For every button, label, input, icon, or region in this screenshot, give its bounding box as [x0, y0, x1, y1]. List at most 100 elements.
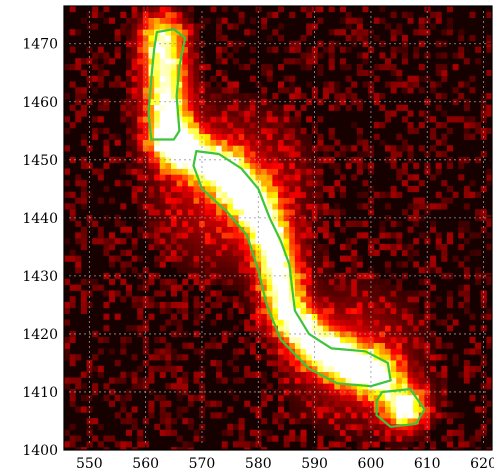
heatmap-cell	[176, 52, 183, 59]
heatmap-cell	[142, 360, 149, 367]
heatmap-cell	[278, 122, 285, 129]
x-tick-label: 620	[470, 456, 494, 472]
heatmap-cell	[278, 203, 285, 210]
heatmap-cell	[452, 255, 459, 262]
heatmap-cell	[142, 127, 149, 135]
heatmap-cell	[64, 180, 71, 187]
heatmap-cell	[187, 203, 194, 210]
heatmap-cell	[227, 209, 234, 216]
heatmap-cell	[334, 331, 341, 338]
heatmap-cell	[249, 307, 256, 314]
heatmap-cell	[356, 162, 363, 169]
heatmap-cell	[283, 389, 290, 396]
heatmap-cell	[401, 423, 408, 431]
heatmap-cell	[204, 267, 211, 274]
heatmap-cell	[339, 342, 346, 349]
heatmap-cell	[159, 238, 166, 245]
heatmap-cell	[238, 238, 245, 245]
heatmap-cell	[351, 284, 358, 291]
heatmap-cell	[289, 214, 296, 222]
heatmap-cell	[289, 383, 296, 390]
heatmap-cell	[165, 383, 172, 390]
heatmap-cell	[154, 243, 161, 251]
heatmap-cell	[323, 319, 330, 326]
heatmap-cell	[317, 307, 324, 314]
heatmap-cell	[154, 365, 161, 373]
heatmap-cell	[221, 122, 228, 129]
heatmap-cell	[244, 400, 251, 407]
heatmap-cell	[176, 232, 183, 239]
heatmap-cell	[238, 429, 245, 436]
heatmap-cell	[486, 220, 492, 227]
heatmap-cell	[306, 23, 313, 30]
heatmap-cell	[75, 284, 82, 291]
heatmap-cell	[216, 296, 223, 303]
heatmap-cell	[345, 412, 352, 419]
heatmap-cell	[97, 371, 104, 378]
heatmap-cell	[171, 75, 178, 82]
heatmap-cell	[227, 93, 234, 100]
heatmap-cell	[249, 214, 256, 222]
heatmap-cell	[407, 81, 414, 88]
heatmap-cell	[334, 284, 341, 291]
heatmap-cell	[125, 46, 132, 53]
heatmap-cell	[339, 389, 346, 396]
heatmap-cell	[362, 35, 369, 42]
heatmap-cell	[356, 203, 363, 210]
heatmap-cell	[154, 151, 161, 158]
heatmap-cell	[159, 302, 166, 309]
heatmap-cell	[379, 220, 386, 227]
heatmap-cell	[390, 220, 397, 227]
heatmap-cell	[171, 197, 178, 204]
heatmap-cell	[407, 151, 414, 158]
heatmap-cell	[300, 133, 307, 140]
heatmap-cell	[165, 249, 172, 256]
heatmap-cell	[227, 261, 234, 268]
heatmap-cell	[283, 104, 290, 111]
heatmap-cell	[227, 145, 234, 152]
heatmap-cell	[385, 429, 392, 436]
heatmap-cell	[193, 58, 200, 65]
heatmap-cell	[463, 191, 470, 198]
heatmap-cell	[125, 35, 132, 42]
heatmap-cell	[165, 6, 172, 13]
heatmap-cell	[385, 261, 392, 268]
heatmap-cell	[255, 307, 262, 314]
heatmap-cell	[114, 156, 121, 164]
heatmap-cell	[486, 383, 492, 390]
heatmap-cell	[125, 168, 132, 175]
heatmap-cell	[69, 377, 76, 384]
heatmap-cell	[345, 371, 352, 378]
heatmap-cell	[193, 255, 200, 262]
heatmap-cell	[125, 441, 132, 448]
heatmap-cell	[255, 226, 262, 233]
heatmap-cell	[249, 151, 256, 158]
heatmap-cell	[154, 127, 161, 135]
heatmap-cell	[266, 348, 273, 355]
heatmap-cell	[418, 365, 425, 373]
heatmap-cell	[289, 272, 296, 280]
heatmap-cell	[317, 423, 324, 431]
heatmap-cell	[103, 139, 110, 146]
heatmap-cell	[171, 313, 178, 320]
heatmap-cell	[356, 133, 363, 140]
heatmap-cell	[446, 197, 453, 204]
heatmap-cell	[424, 261, 431, 268]
heatmap-cell	[289, 58, 296, 65]
heatmap-cell	[401, 313, 408, 320]
heatmap-cell	[486, 174, 492, 181]
heatmap-cell	[390, 371, 397, 378]
heatmap-cell	[75, 98, 82, 106]
heatmap-cell	[255, 325, 262, 332]
heatmap-cell	[283, 290, 290, 297]
heatmap-cell	[390, 191, 397, 198]
heatmap-cell	[278, 209, 285, 216]
heatmap-cell	[390, 69, 397, 77]
heatmap-cell	[407, 110, 414, 117]
heatmap-cell	[193, 249, 200, 256]
heatmap-cell	[261, 342, 268, 349]
heatmap-cell	[227, 284, 234, 291]
heatmap-cell	[80, 110, 87, 117]
heatmap-cell	[238, 197, 245, 204]
heatmap-cell	[227, 296, 234, 303]
